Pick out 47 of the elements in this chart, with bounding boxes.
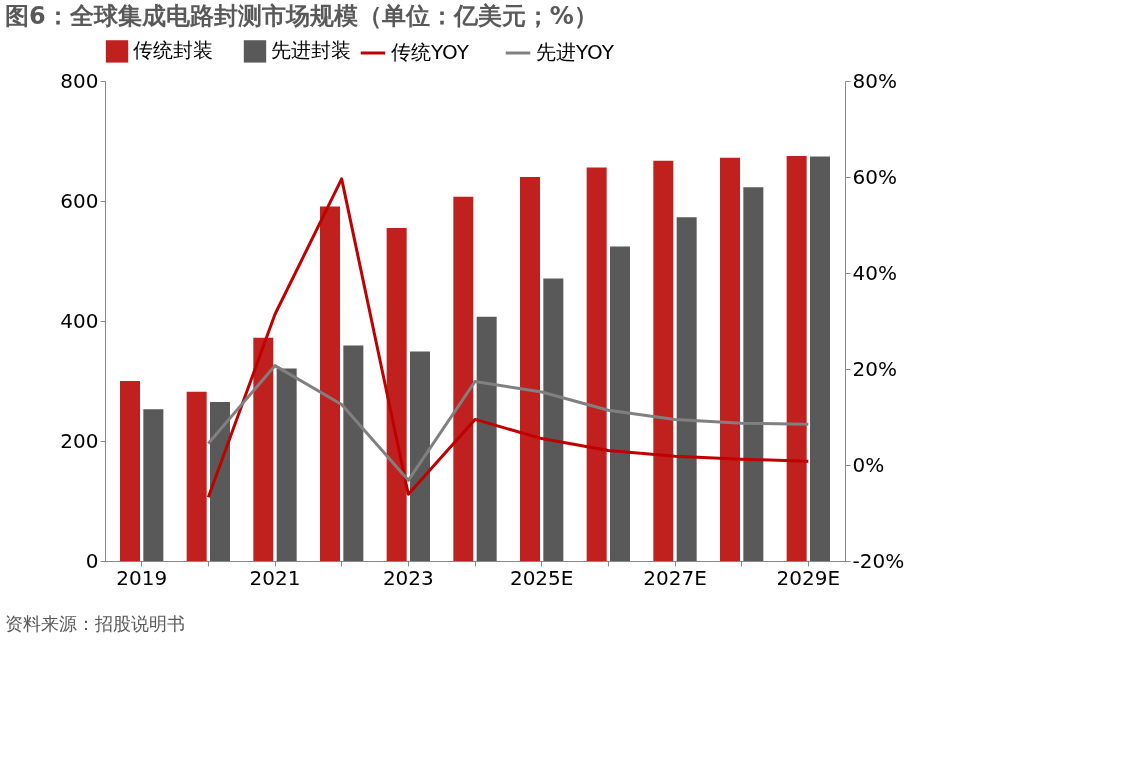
y2-tick-label: 20%	[852, 356, 897, 381]
x-tick-label: 2029E	[776, 565, 841, 590]
bar	[720, 157, 740, 561]
y-tick-label: 0	[85, 548, 99, 573]
line-series	[206, 177, 810, 499]
legend-label: 传统封装	[133, 38, 213, 63]
bar	[586, 167, 607, 561]
bar	[410, 351, 430, 561]
y2-tick-label: 80%	[852, 68, 897, 93]
y2-tick-label: 60%	[852, 164, 897, 189]
bar	[143, 409, 164, 561]
bar	[343, 345, 364, 561]
bar	[786, 156, 807, 561]
bar	[543, 278, 564, 561]
bar	[276, 368, 297, 561]
legend-label: 先进YOY	[536, 40, 615, 64]
text: 资料来源：招股说明书	[5, 613, 185, 634]
bar	[520, 177, 540, 561]
bar	[210, 402, 230, 561]
x-tick-label: 2023	[382, 565, 434, 590]
bar	[743, 187, 764, 561]
line-series	[206, 364, 810, 482]
y-tick-label: 600	[60, 188, 99, 213]
bar	[253, 337, 274, 561]
y-tick-label: 800	[60, 68, 99, 93]
x-tick-label: 2019	[116, 565, 168, 590]
bar	[453, 196, 474, 561]
bar	[676, 217, 697, 561]
chart-title: 图6：全球集成电路封测市场规模（单位：亿美元；%）	[5, 2, 598, 30]
y-tick-label: 200	[60, 428, 99, 453]
y2-tick-label: 0%	[852, 452, 885, 477]
y-tick-label: 400	[60, 308, 99, 333]
bar	[320, 206, 340, 561]
bar	[476, 316, 497, 561]
bar	[810, 156, 830, 561]
x-tick-label: 2021	[249, 565, 301, 590]
x-tick-label: 2027E	[643, 565, 707, 590]
y2-tick-label: -20%	[852, 548, 905, 573]
x-tick-label: 2025E	[509, 565, 574, 590]
bar	[386, 228, 407, 561]
bar	[120, 381, 140, 561]
bar	[610, 246, 630, 561]
y2-tick-label: 40%	[852, 260, 897, 285]
bar	[186, 391, 207, 561]
bar	[653, 160, 674, 561]
legend-label: 传统YOY	[391, 40, 470, 64]
legend-label: 先进封装	[271, 38, 351, 63]
